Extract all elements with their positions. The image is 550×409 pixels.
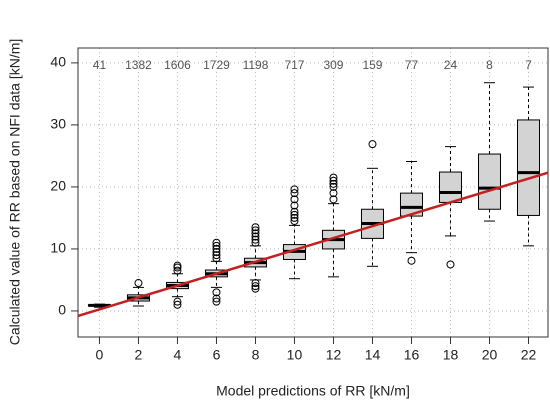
box [477,153,501,210]
outlier [251,284,260,293]
outlier [290,213,299,222]
outlier [212,238,221,247]
outlier [251,232,260,241]
outlier [290,207,299,216]
x-tick-label: 16 [404,347,420,363]
x-tick-label: 6 [213,347,221,363]
outlier [329,179,338,188]
x-tick-label: 12 [326,347,342,363]
outlier [290,201,299,210]
outlier [212,244,221,253]
outlier [446,260,455,269]
x-tick-label: 0 [96,347,104,363]
x-tick-label: 2 [135,347,143,363]
x-tick-label: 8 [252,347,260,363]
outlier [251,282,260,291]
y-tick-label: 0 [58,302,66,318]
y-tick-label: 20 [50,178,66,194]
outlier [290,195,299,204]
outlier [251,235,260,244]
outlier [212,254,221,263]
outlier [329,195,338,204]
fit-line [77,171,549,318]
outlier [251,238,260,247]
count-label: 8 [486,58,493,72]
outlier [173,261,182,270]
outlier [407,256,416,265]
count-label: 7 [525,58,532,72]
outlier [212,248,221,257]
outlier [290,210,299,219]
outlier [134,279,143,288]
outlier [368,140,377,149]
count-label: 24 [444,58,458,72]
count-label: 1382 [125,58,152,72]
outlier [290,185,299,194]
outlier [212,294,221,303]
outlier [329,173,338,182]
outlier [251,223,260,232]
plot-frame [77,47,549,338]
outlier [251,229,260,238]
count-label: 1198 [243,58,269,72]
x-axis-label: Model predictions of RR [kN/m] [216,383,410,399]
x-tick-label: 10 [287,347,303,363]
outlier [212,241,221,250]
count-label: 717 [284,58,304,72]
x-tick-label: 14 [365,347,381,363]
count-label: 1606 [164,58,191,72]
outlier [251,279,260,288]
x-tick-label: 20 [482,347,498,363]
outlier [290,217,299,226]
count-label: 159 [362,58,382,72]
outlier [212,288,221,297]
outlier [173,266,182,275]
outlier [290,189,299,198]
y-axis-label: Calculated value of RR based on NFI data… [7,39,23,346]
count-label: 1729 [203,58,230,72]
x-tick-label: 4 [174,347,182,363]
x-tick-label: 22 [521,347,537,363]
outlier [329,176,338,185]
count-label: 309 [323,58,343,72]
outlier [329,189,338,198]
count-label: 77 [405,58,419,72]
y-tick-label: 10 [50,240,66,256]
outlier [173,297,182,306]
count-label: 41 [93,58,107,72]
outlier [329,182,338,191]
outlier [251,226,260,235]
box [399,192,423,217]
y-tick-label: 30 [50,116,66,132]
box [438,171,462,203]
outlier [212,297,221,306]
box [516,119,540,216]
outlier [173,300,182,309]
y-tick-label: 40 [50,54,66,70]
outlier [212,251,221,260]
x-tick-label: 18 [443,347,459,363]
